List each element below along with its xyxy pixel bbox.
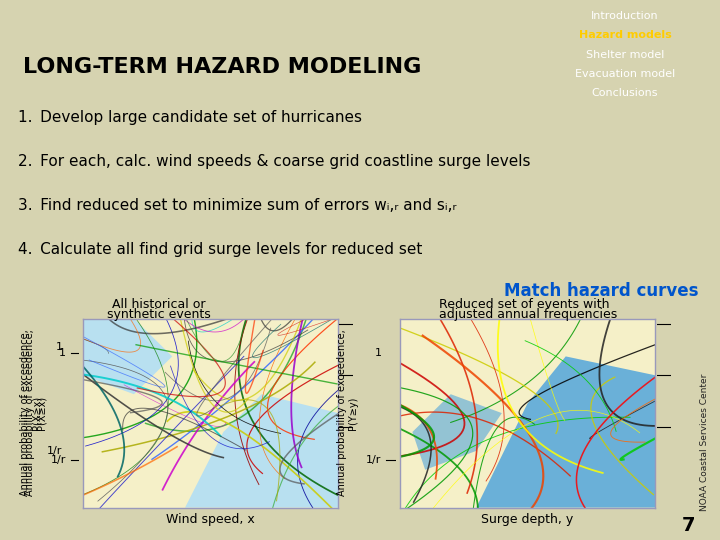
X-axis label: Wind speed, x: Wind speed, x	[166, 513, 255, 526]
Text: 1/r: 1/r	[51, 455, 66, 465]
Text: LONG-TERM HAZARD MODELING: LONG-TERM HAZARD MODELING	[23, 57, 421, 77]
Polygon shape	[185, 394, 338, 508]
Text: 4. Calculate all find grid surge levels for reduced set: 4. Calculate all find grid surge levels …	[18, 242, 422, 257]
Text: Hazard models: Hazard models	[579, 30, 671, 40]
Text: 1: 1	[59, 348, 66, 357]
Polygon shape	[477, 356, 655, 508]
Text: All historical or: All historical or	[112, 298, 205, 310]
Text: NOAA Coastal Services Center: NOAA Coastal Services Center	[700, 374, 708, 511]
Text: Conclusions: Conclusions	[592, 89, 658, 98]
Text: Evacuation model: Evacuation model	[575, 69, 675, 79]
Text: Shelter model: Shelter model	[586, 50, 664, 59]
Text: Introduction: Introduction	[591, 11, 659, 21]
X-axis label: Surge depth, y: Surge depth, y	[481, 513, 574, 526]
Text: 3. Find reduced set to minimize sum of errors wᵢ,ᵣ and sᵢ,ᵣ: 3. Find reduced set to minimize sum of e…	[18, 198, 456, 213]
Text: Annual probability of exceedence,
P(Y≥y): Annual probability of exceedence, P(Y≥y)	[336, 330, 359, 496]
Y-axis label: Annual probability of exceedence,
P(X≥x): Annual probability of exceedence, P(X≥x)	[19, 330, 41, 496]
Text: synthetic events: synthetic events	[107, 308, 210, 321]
Polygon shape	[413, 394, 502, 470]
Text: Annual probability of exceedence,
P(X≥x): Annual probability of exceedence, P(X≥x)	[25, 330, 47, 496]
Text: 2. For each, calc. wind speeds & coarse grid coastline surge levels: 2. For each, calc. wind speeds & coarse …	[18, 154, 530, 169]
Text: adjusted annual frequencies: adjusted annual frequencies	[439, 308, 618, 321]
Text: 1. Develop large candidate set of hurricanes: 1. Develop large candidate set of hurric…	[18, 110, 361, 125]
Text: 1: 1	[374, 348, 382, 357]
Text: 7: 7	[681, 516, 695, 535]
Text: 1/r: 1/r	[366, 455, 382, 465]
Text: Reduced set of events with: Reduced set of events with	[439, 298, 610, 310]
Text: 1: 1	[55, 342, 63, 352]
Text: 1/r: 1/r	[47, 446, 63, 456]
Polygon shape	[83, 319, 172, 394]
Text: Match hazard curves: Match hazard curves	[504, 282, 698, 300]
